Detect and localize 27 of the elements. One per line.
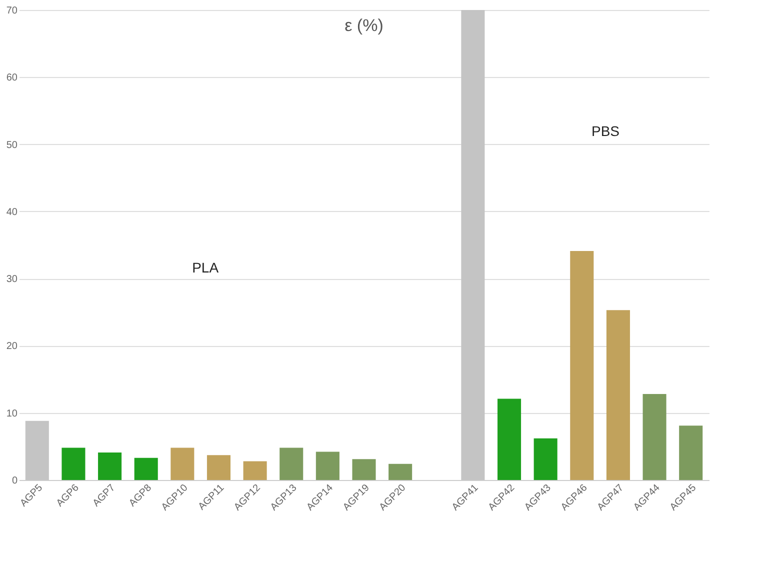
y-tick-label: 50 (6, 140, 18, 151)
y-tick-label: 0 (12, 476, 18, 486)
y-tick-label: 60 (6, 72, 18, 84)
bar (134, 458, 158, 480)
bar (316, 452, 340, 480)
bar (206, 455, 231, 480)
bar (388, 464, 412, 480)
bar (170, 448, 194, 480)
bar (570, 251, 594, 480)
bar (243, 461, 267, 480)
bar (352, 459, 376, 480)
bar (62, 448, 86, 480)
annotation: PLA (192, 260, 220, 276)
annotation: PBS (591, 123, 620, 140)
chart-title: ε (%) (344, 16, 384, 35)
bar (98, 452, 122, 480)
bar (497, 398, 522, 480)
bar (606, 310, 630, 480)
y-tick-label: 70 (6, 6, 18, 16)
bar (280, 448, 304, 480)
y-tick-label: 40 (6, 206, 18, 218)
bar (679, 426, 703, 480)
bar (642, 394, 666, 480)
y-tick-label: 30 (6, 274, 18, 286)
bar (534, 438, 558, 480)
y-tick-label: 10 (6, 408, 18, 420)
y-tick-label: 20 (6, 341, 18, 352)
